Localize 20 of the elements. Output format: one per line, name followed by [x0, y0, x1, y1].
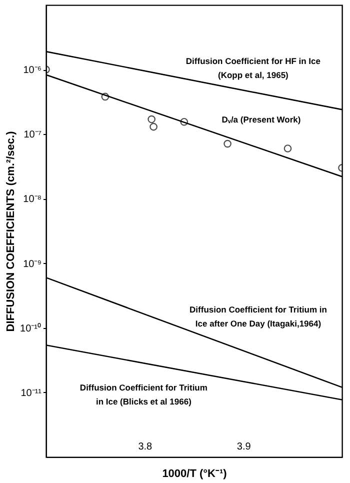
y-tick-label: 10⁻¹¹	[20, 388, 42, 399]
y-tick-label: 10⁻⁹	[23, 258, 42, 270]
point	[284, 144, 292, 152]
y-tick-label: 10⁻⁷	[24, 130, 42, 141]
annotation: Diffusion Coefficient for HF in Ice (Kopp et al, 1965)	[186, 56, 321, 80]
y-axis-title: DIFFUSION COEFFICIENTS (cm.²/sec.)	[5, 130, 18, 332]
x-tick-label: 3.8	[138, 442, 153, 452]
point	[101, 92, 110, 101]
annotation: Diffusion Coefficient for Tritium in Ice (Blicks et al 1966)	[80, 382, 208, 406]
x-tick-label: 3.9	[236, 442, 252, 452]
y-tick-label: 10⁻¹⁰	[20, 322, 42, 334]
point	[180, 118, 188, 126]
point	[150, 122, 158, 131]
point	[224, 140, 232, 148]
x-axis-title: 1000/T (°K⁻¹)	[162, 468, 228, 480]
y-tick-label: 10⁻⁶	[23, 65, 42, 76]
point	[148, 115, 156, 124]
annotation: Diffusion Coefficient for Tritium in Ice after One Day (Itagaki,1964)	[190, 304, 327, 329]
annotation: Dᵥ/a (Present Work)	[222, 114, 301, 124]
y-tick-label: 10⁻⁸	[23, 194, 42, 206]
